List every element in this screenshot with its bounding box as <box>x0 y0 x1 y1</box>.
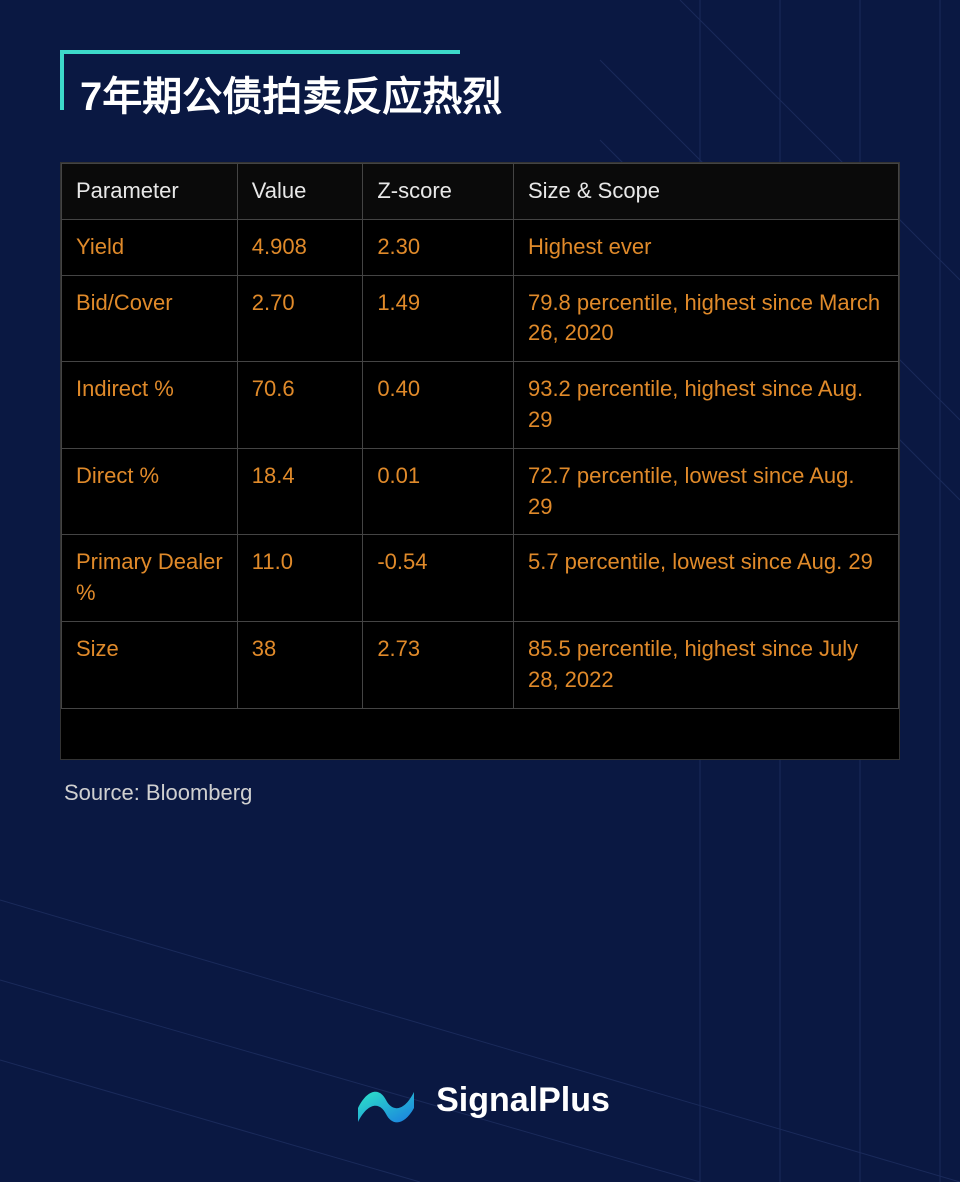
col-header-value: Value <box>237 164 363 220</box>
cell-value: 4.908 <box>237 219 363 275</box>
cell-zscore: 2.73 <box>363 621 514 708</box>
col-header-scope: Size & Scope <box>513 164 898 220</box>
col-header-zscore: Z-score <box>363 164 514 220</box>
table-header-row: Parameter Value Z-score Size & Scope <box>62 164 899 220</box>
table-row: Indirect % 70.6 0.40 93.2 percentile, hi… <box>62 362 899 449</box>
cell-zscore: 0.01 <box>363 448 514 535</box>
cell-scope: 5.7 percentile, lowest since Aug. 29 <box>513 535 898 622</box>
table-row: Bid/Cover 2.70 1.49 79.8 percentile, hig… <box>62 275 899 362</box>
brand-name: SignalPlus <box>436 1081 610 1120</box>
source-attribution: Source: Bloomberg <box>64 780 900 806</box>
table-row: Size 38 2.73 85.5 percentile, highest si… <box>62 621 899 708</box>
cell-scope: 93.2 percentile, highest since Aug. 29 <box>513 362 898 449</box>
cell-parameter: Indirect % <box>62 362 238 449</box>
cell-zscore: -0.54 <box>363 535 514 622</box>
cell-parameter: Direct % <box>62 448 238 535</box>
cell-value: 70.6 <box>237 362 363 449</box>
cell-parameter: Size <box>62 621 238 708</box>
table-row: Direct % 18.4 0.01 72.7 percentile, lowe… <box>62 448 899 535</box>
cell-parameter: Bid/Cover <box>62 275 238 362</box>
cell-value: 38 <box>237 621 363 708</box>
col-header-parameter: Parameter <box>62 164 238 220</box>
title-accent-top <box>60 50 460 54</box>
cell-parameter: Primary Dealer % <box>62 535 238 622</box>
brand-logo: SignalPlus <box>0 1074 960 1126</box>
data-table-container: Parameter Value Z-score Size & Scope Yie… <box>60 162 900 760</box>
cell-scope: Highest ever <box>513 219 898 275</box>
cell-value: 11.0 <box>237 535 363 622</box>
page-title: 7年期公债拍卖反应热烈 <box>60 60 900 122</box>
cell-value: 2.70 <box>237 275 363 362</box>
title-accent-left <box>60 50 64 110</box>
table-row: Primary Dealer % 11.0 -0.54 5.7 percenti… <box>62 535 899 622</box>
cell-zscore: 2.30 <box>363 219 514 275</box>
auction-table: Parameter Value Z-score Size & Scope Yie… <box>61 163 899 709</box>
cell-zscore: 0.40 <box>363 362 514 449</box>
cell-scope: 79.8 percentile, highest since March 26,… <box>513 275 898 362</box>
cell-scope: 72.7 percentile, lowest since Aug. 29 <box>513 448 898 535</box>
cell-parameter: Yield <box>62 219 238 275</box>
cell-value: 18.4 <box>237 448 363 535</box>
cell-zscore: 1.49 <box>363 275 514 362</box>
cell-scope: 85.5 percentile, highest since July 28, … <box>513 621 898 708</box>
signalplus-icon <box>350 1074 422 1126</box>
table-footer-space <box>61 709 899 759</box>
title-block: 7年期公债拍卖反应热烈 <box>60 60 900 122</box>
table-row: Yield 4.908 2.30 Highest ever <box>62 219 899 275</box>
